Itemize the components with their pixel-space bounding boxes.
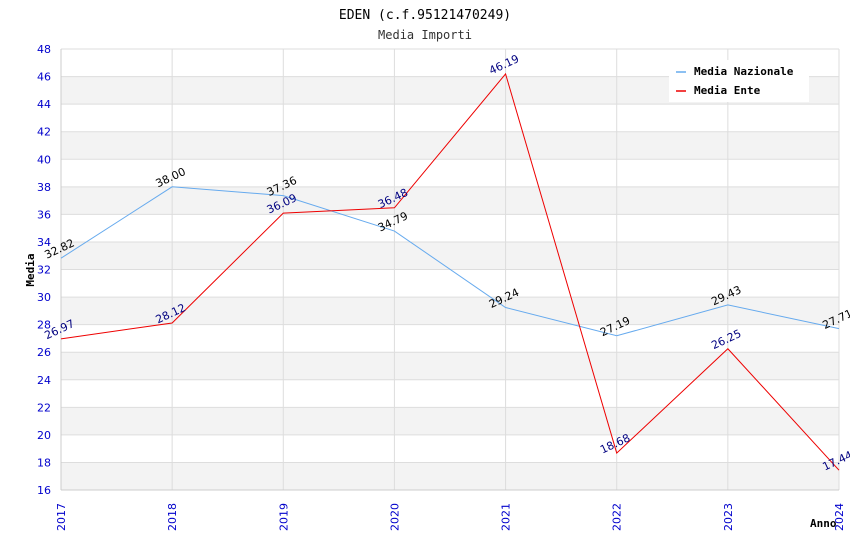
y-tick-label: 26 [37,346,51,359]
y-tick-label: 32 [37,264,51,277]
x-tick-label: 2018 [166,503,179,531]
y-tick-label: 46 [37,71,51,84]
x-tick-label: 2022 [611,503,624,531]
x-tick-label: 2023 [722,503,735,531]
series-line-1 [60,72,840,471]
y-tick-label: 36 [37,208,51,221]
x-axis-label: Anno [810,517,837,530]
y-tick-label: 20 [37,429,51,442]
y-axis-ticks: 16 18 20 22 24 26 28 30 32 34 36 38 40 42 44 46 48 [37,43,51,497]
y-tick-label: 44 [37,98,51,111]
grid-band [61,297,839,325]
x-tick-label: 2020 [388,503,401,531]
grid-band [61,462,839,490]
grid-band [61,352,839,380]
data-label: 46.19 [487,52,521,77]
y-tick-label: 24 [37,374,51,387]
legend-label-media-ente: Media Ente [694,84,761,97]
grid-band [61,131,839,160]
x-axis-ticks: 2017 2018 2019 2020 2021 2022 2023 2024 [55,503,846,531]
y-tick-label: 28 [37,319,51,332]
y-axis-label: Media [24,253,37,286]
y-tick-label: 40 [37,153,51,166]
y-tick-label: 16 [37,484,51,497]
grid-band [61,407,839,435]
y-tick-label: 34 [37,236,51,249]
chart-title: EDEN (c.f.95121470249) [339,8,511,23]
x-tick-label: 2024 [833,503,846,531]
y-tick-label: 38 [37,181,51,194]
grid-bands [61,76,839,490]
y-tick-label: 30 [37,291,51,304]
grid-band [61,186,839,215]
x-tick-label: 2019 [277,503,290,531]
y-tick-label: 42 [37,126,51,139]
x-tick-label: 2021 [500,503,513,531]
legend: Media Nazionale Media Ente [669,60,809,102]
y-tick-label: 48 [37,43,51,56]
legend-label-media-nazionale: Media Nazionale [694,65,794,78]
chart-subtitle: Media Importi [378,28,472,42]
series-line-0 [60,186,840,337]
x-tick-label: 2017 [55,503,68,531]
grid-band [61,241,839,270]
legend-box [669,60,809,102]
y-tick-label: 22 [37,401,51,414]
y-tick-label: 18 [37,456,51,469]
data-label: 26.25 [709,327,743,352]
series-layer [60,72,840,471]
